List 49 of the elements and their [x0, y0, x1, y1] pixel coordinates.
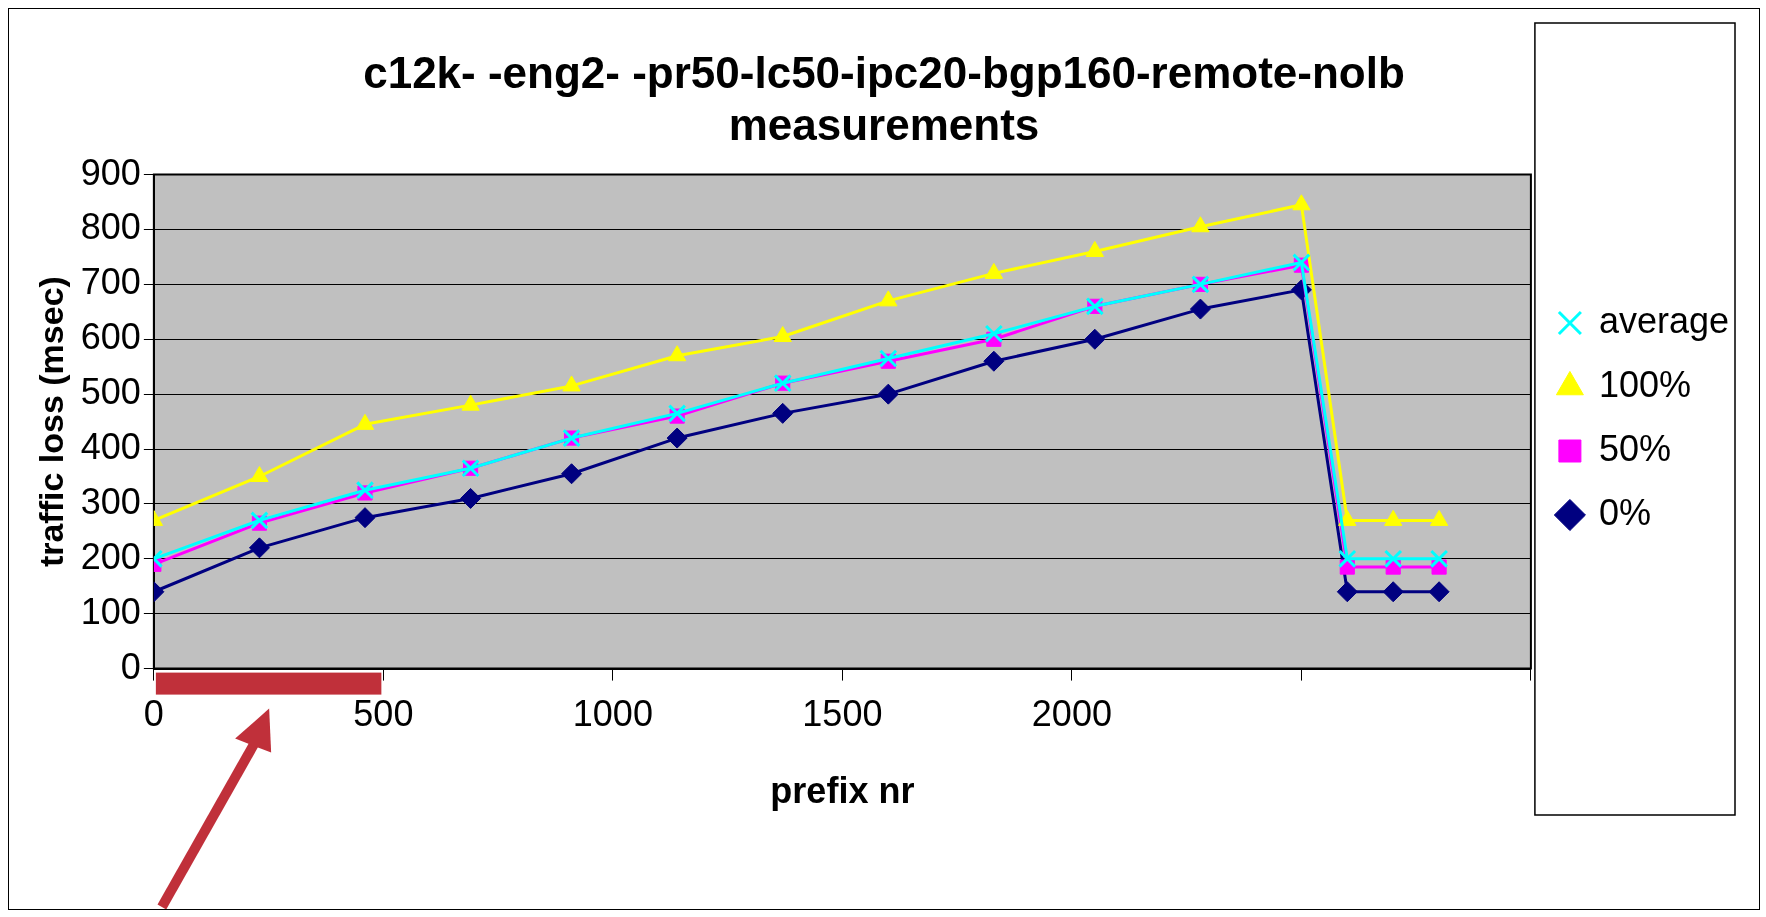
y-tick-label: 400 — [80, 425, 141, 467]
point — [667, 404, 687, 423]
y-tick-label: 100 — [80, 590, 141, 632]
legend-label: 100% — [1598, 363, 1691, 405]
point — [1428, 581, 1450, 603]
y-tick-label: 700 — [80, 261, 141, 303]
point — [983, 350, 1005, 372]
x-tick-label: 1500 — [802, 693, 883, 735]
point — [1382, 581, 1404, 603]
point — [667, 345, 687, 362]
point — [879, 349, 898, 368]
point — [1336, 581, 1358, 603]
point — [984, 324, 1004, 344]
point — [460, 487, 482, 509]
point — [877, 383, 899, 405]
point — [772, 402, 794, 424]
x-tick-label: 500 — [353, 693, 414, 735]
point — [1189, 298, 1211, 320]
x-axis-title: prefix nr — [770, 770, 915, 812]
point — [354, 507, 376, 529]
point — [879, 290, 898, 307]
y-tick-label: 600 — [80, 316, 141, 358]
y-tick-label: 900 — [80, 151, 141, 193]
point — [250, 511, 269, 530]
point — [666, 427, 688, 449]
point — [1292, 253, 1311, 272]
point — [355, 480, 375, 500]
x-tick-label: 2000 — [1031, 693, 1112, 735]
y-tick-label: 0 — [120, 645, 141, 687]
x-tick-label: 1000 — [572, 693, 653, 735]
point — [1338, 549, 1357, 569]
y-axis-title: traffic loss (msec) — [31, 276, 70, 568]
y-tick-label: 800 — [80, 206, 141, 248]
point — [1084, 328, 1106, 350]
legend-label: average — [1598, 299, 1730, 341]
y-tick-label: 500 — [80, 371, 141, 413]
y-tick-label: 300 — [80, 480, 141, 522]
point — [1383, 549, 1403, 569]
text: measurements — [728, 100, 1040, 150]
y-tick-label: 200 — [80, 535, 141, 577]
text: c12k- -eng2- -pr50-lc50-ipc20-bgp160-remote-nolb — [363, 47, 1405, 97]
point — [248, 537, 270, 559]
point — [1429, 549, 1449, 569]
point — [773, 326, 792, 343]
legend-label: 50% — [1598, 427, 1671, 469]
point — [1292, 194, 1311, 211]
point — [561, 463, 583, 485]
point — [1191, 216, 1210, 233]
legend-label: 0% — [1598, 491, 1651, 533]
